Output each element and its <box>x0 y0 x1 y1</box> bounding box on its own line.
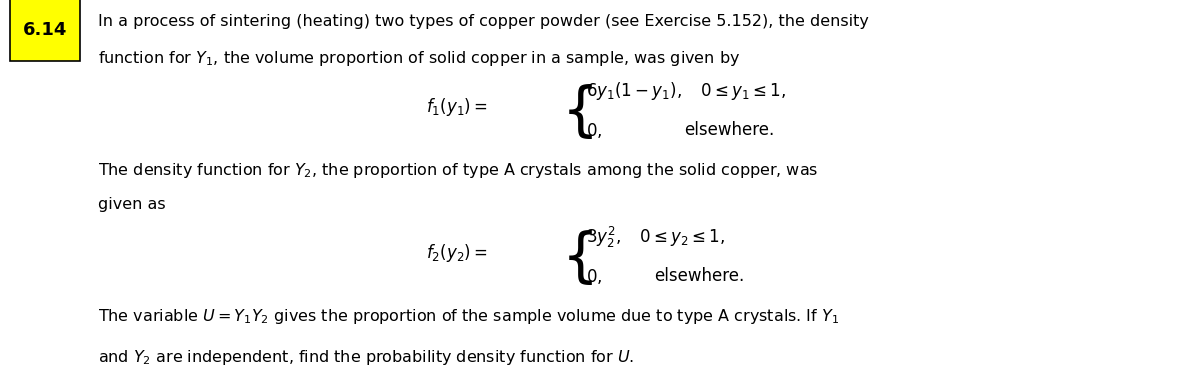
Text: 6.14: 6.14 <box>23 21 67 39</box>
Text: $f_2(y_2) =$: $f_2(y_2) =$ <box>426 242 488 264</box>
Text: elsewhere.: elsewhere. <box>684 121 774 139</box>
Text: elsewhere.: elsewhere. <box>654 267 744 285</box>
Text: $6y_1(1-y_1), \quad 0 \leq y_1 \leq 1,$: $6y_1(1-y_1), \quad 0 \leq y_1 \leq 1,$ <box>586 81 786 102</box>
Text: and $Y_2$ are independent, find the probability density function for $U$.: and $Y_2$ are independent, find the prob… <box>98 348 635 367</box>
Text: {: { <box>562 84 599 141</box>
Text: given as: given as <box>98 197 166 212</box>
Text: The variable $U = Y_1 Y_2$ gives the proportion of the sample volume due to type: The variable $U = Y_1 Y_2$ gives the pro… <box>98 307 840 326</box>
Text: $0,$: $0,$ <box>586 121 602 140</box>
Text: $3y_2^2, \quad 0 \leq y_2 \leq 1,$: $3y_2^2, \quad 0 \leq y_2 \leq 1,$ <box>586 225 725 250</box>
Text: In a process of sintering (heating) two types of copper powder (see Exercise 5.1: In a process of sintering (heating) two … <box>98 14 869 29</box>
Text: $0,$: $0,$ <box>586 267 602 286</box>
Text: function for $Y_1$, the volume proportion of solid copper in a sample, was given: function for $Y_1$, the volume proportio… <box>98 49 740 68</box>
Text: {: { <box>562 230 599 287</box>
Text: The density function for $Y_2$, the proportion of type A crystals among the soli: The density function for $Y_2$, the prop… <box>98 161 818 180</box>
Text: $f_1(y_1) =$: $f_1(y_1) =$ <box>426 96 488 118</box>
